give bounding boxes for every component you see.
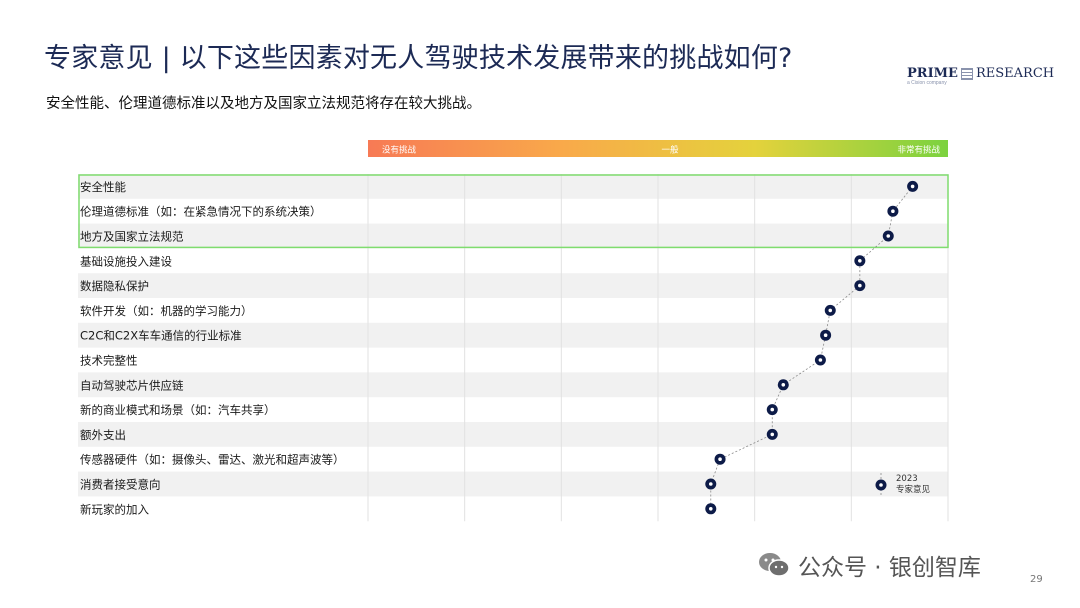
- category-label: 新的商业模式和场景（如：汽车共享）: [80, 403, 276, 417]
- row-band: [78, 223, 948, 249]
- row-band: [78, 273, 948, 298]
- data-point-center: [891, 209, 895, 213]
- logo-mark-icon: [960, 67, 973, 80]
- watermark: 公众号 · 银创智库: [758, 548, 981, 582]
- logo-prime-text: PRIME: [907, 66, 958, 81]
- data-point-center: [718, 457, 722, 462]
- page-title: 专家意见 | 以下这些因素对无人驾驶技术发展带来的挑战如何?: [44, 43, 793, 74]
- logo-tagline: a Cision company: [907, 80, 947, 86]
- data-point-center: [910, 184, 915, 189]
- legend-label: 专家意见: [896, 484, 931, 495]
- scale-gradient-bar: [368, 140, 948, 157]
- watermark-text: 公众号 · 银创智库: [798, 555, 981, 581]
- category-label: C2C和C2X车车通信的行业标准: [80, 329, 242, 343]
- category-label: 自动驾驶芯片供应链: [80, 378, 184, 392]
- category-label: 技术完整性: [80, 354, 138, 368]
- legend-label: 2023: [896, 474, 918, 484]
- data-point-center: [770, 432, 775, 437]
- data-point-center: [823, 333, 828, 338]
- category-label: 伦理道德标准（如：在紧急情况下的系统决策）: [80, 205, 322, 219]
- category-label: 消费者接受意向: [80, 478, 161, 492]
- row-band: [78, 422, 948, 447]
- wechat-icon: [758, 551, 790, 579]
- legend-marker-center: [879, 483, 883, 487]
- data-point-center: [818, 358, 823, 362]
- row-band: [78, 471, 948, 497]
- series-line: [710, 186, 913, 509]
- scale-label: 非常有挑战: [897, 145, 940, 156]
- logo-research-text: RESEARCH: [975, 66, 1055, 81]
- row-band: [78, 174, 948, 199]
- highlight-box: [78, 174, 949, 249]
- data-point-center: [708, 507, 713, 511]
- data-point-center: [886, 234, 891, 238]
- data-point-center: [708, 482, 713, 486]
- category-label: 额外支出: [80, 428, 126, 442]
- row-band: [78, 322, 948, 348]
- scale-label: 一般: [661, 145, 679, 156]
- data-point-center: [858, 259, 862, 263]
- category-label: 数据隐私保护: [80, 279, 149, 293]
- category-label: 传感器硬件（如：摄像头、雷达、激光和超声波等）: [80, 453, 345, 467]
- data-point-center: [770, 407, 775, 412]
- data-point-center: [858, 283, 862, 288]
- data-point-center: [828, 308, 833, 313]
- page-number: 29: [1030, 574, 1043, 585]
- page-subtitle: 安全性能、伦理道德标准以及地方及国家立法规范将存在较大挑战。: [46, 96, 481, 112]
- category-label: 安全性能: [80, 180, 126, 194]
- scale-label: 没有挑战: [382, 145, 417, 156]
- category-label: 新玩家的加入: [80, 502, 149, 516]
- prime-research-logo: PRIME RESEARCH a Cision company: [907, 66, 1054, 86]
- data-point-center: [781, 383, 786, 387]
- category-label: 地方及国家立法规范: [80, 230, 184, 244]
- row-band: [78, 372, 948, 398]
- category-label: 基础设施投入建设: [80, 254, 172, 268]
- category-label: 软件开发（如：机器的学习能力）: [80, 304, 253, 318]
